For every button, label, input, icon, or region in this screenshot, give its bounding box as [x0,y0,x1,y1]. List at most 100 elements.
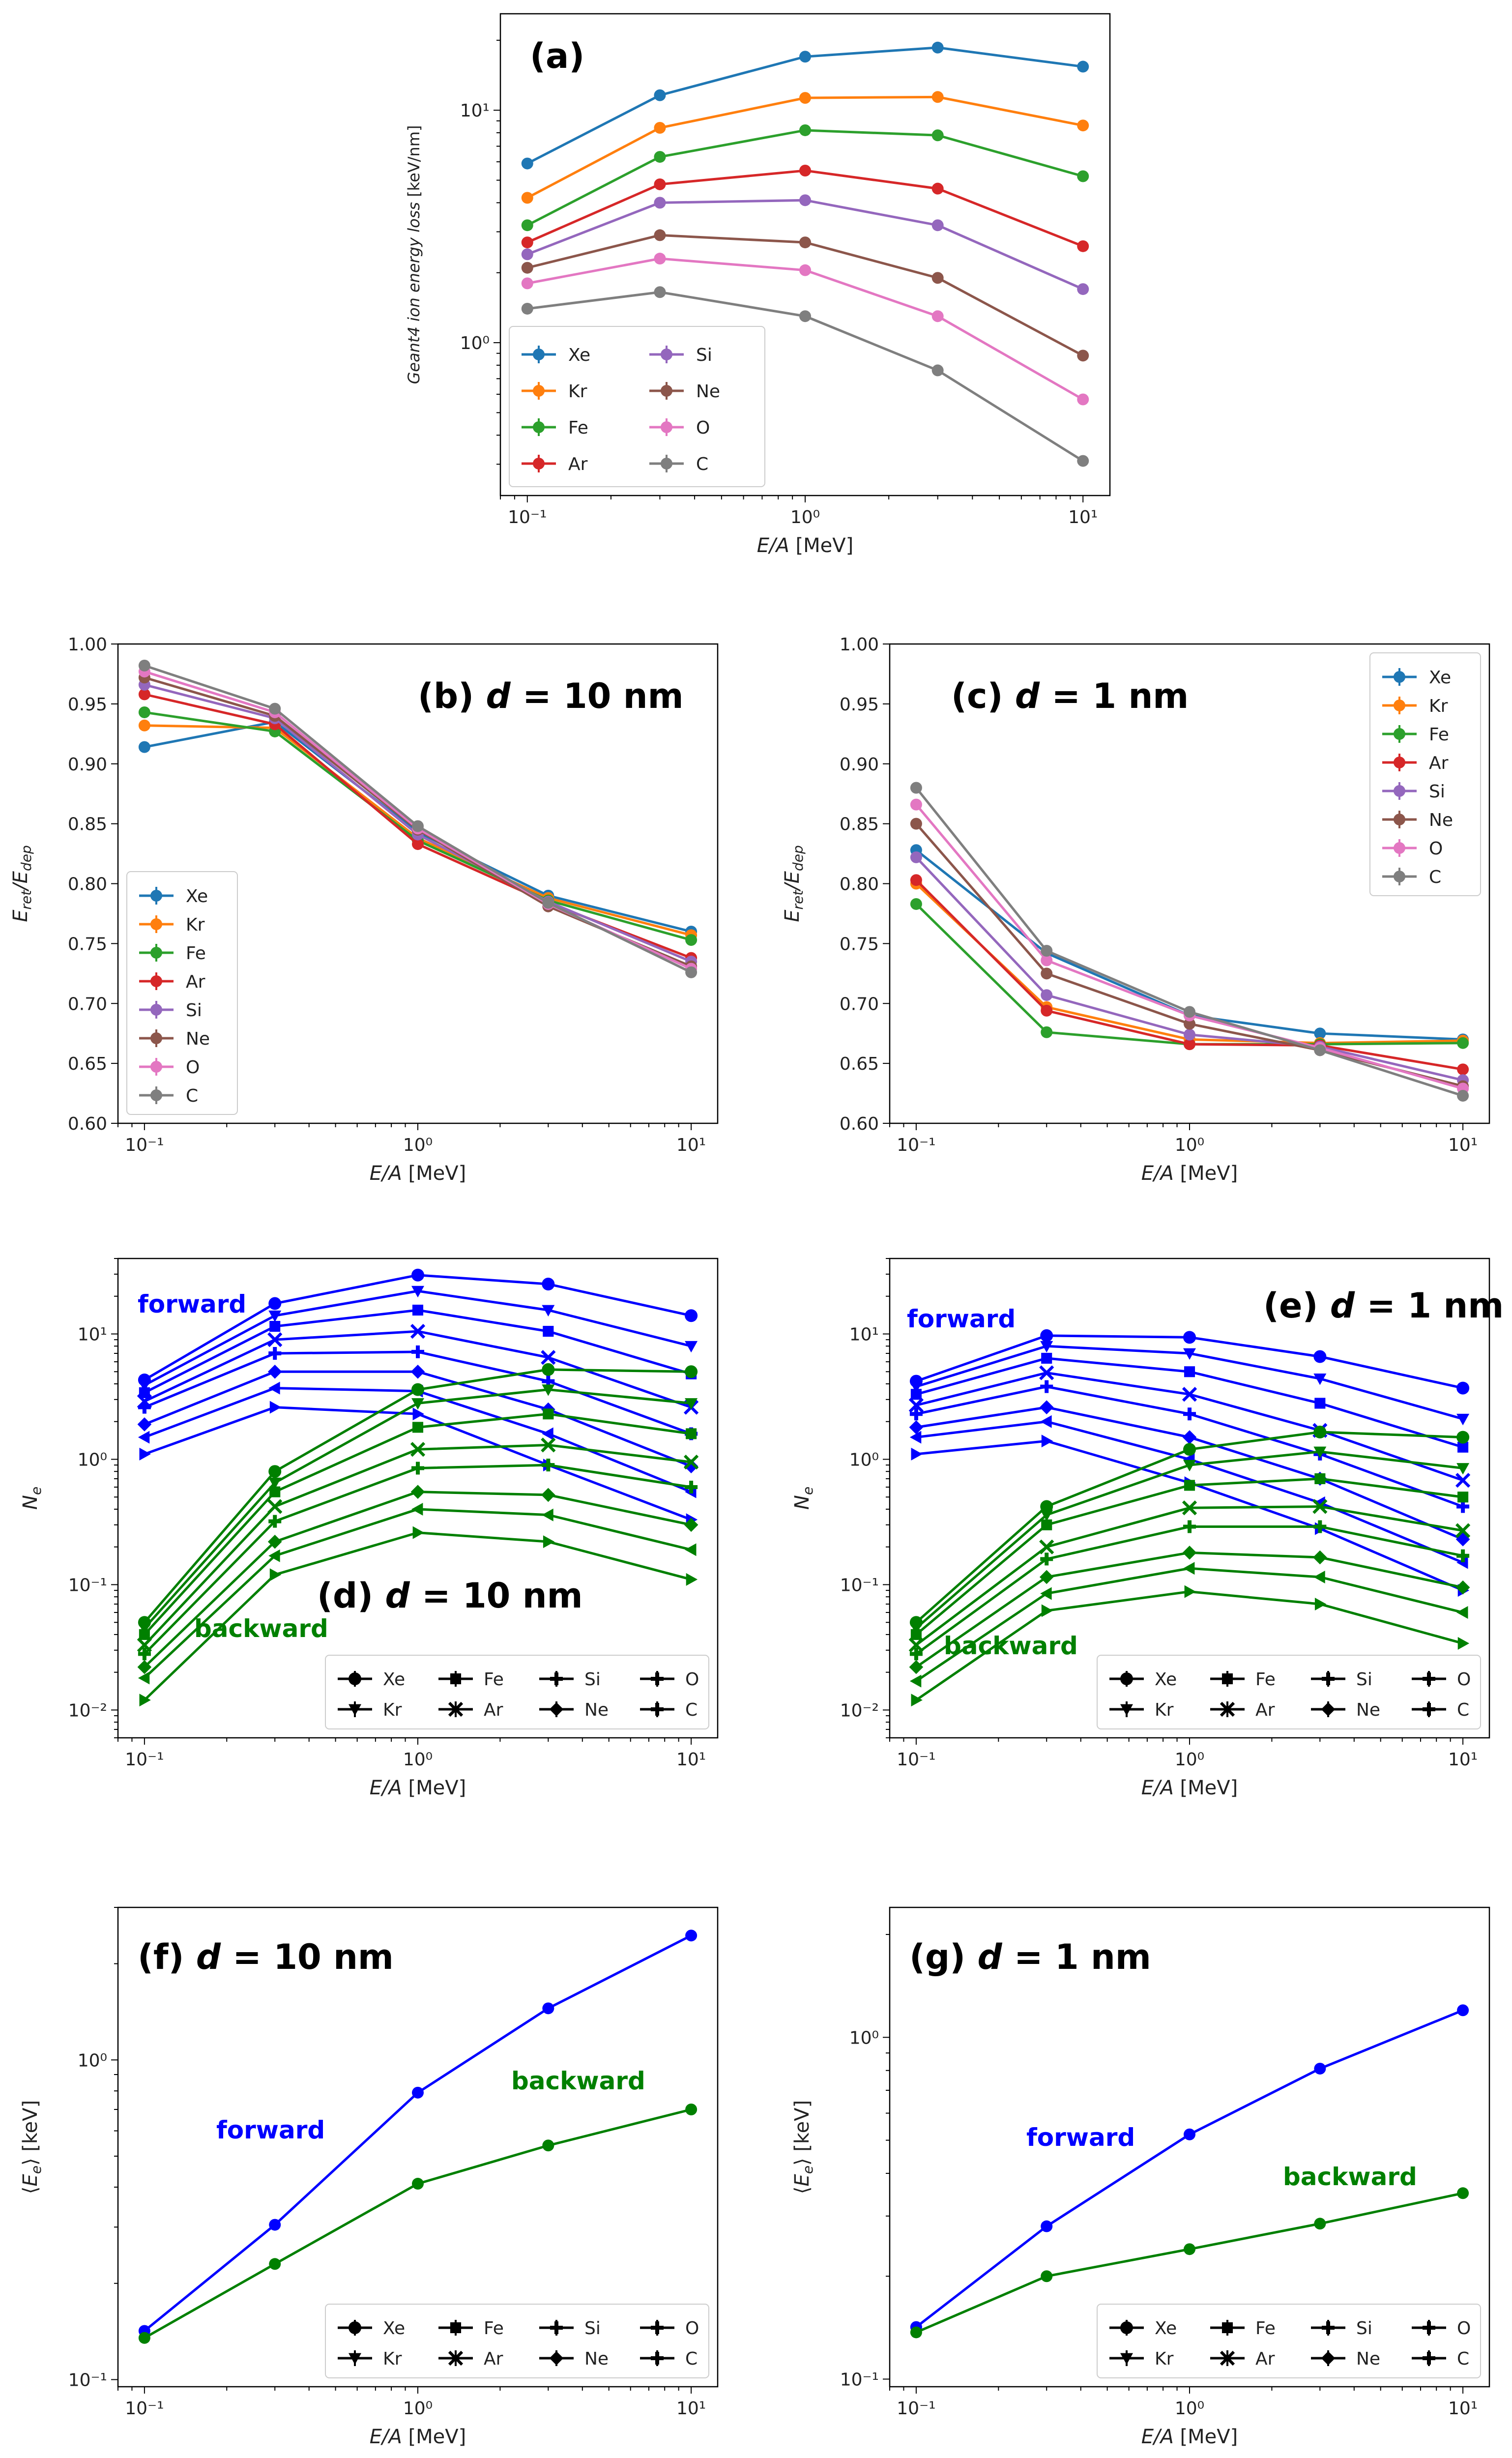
legend-item-c: C [640,2349,698,2369]
legend-label: C [685,1700,698,1720]
data-point [138,706,150,718]
legend: Xe Kr Fe Ar Si Ne OC [1097,1655,1481,1729]
data-point [909,1407,923,1421]
x-tick-label: 10¹ [1448,1750,1478,1770]
plot-area [910,782,1469,1102]
legend-label: Fe [1429,725,1449,745]
data-point [410,1323,426,1339]
data-point [1077,119,1089,132]
data-point [542,1384,555,1396]
data-point [1457,1492,1469,1503]
data-point [686,1573,698,1586]
y-tick-label: 0.95 [68,695,107,715]
legend-label: Ne [1429,810,1453,830]
legend-item-ar: Ar [139,972,205,992]
legend-marker [1120,1672,1133,1685]
legend-item-ne: Ne [1311,2349,1380,2369]
data-point [910,1389,922,1400]
data-point [909,1674,922,1688]
data-point [541,1437,556,1453]
data-point [268,1515,282,1528]
data-point [910,2326,922,2339]
data-point [412,1407,424,1421]
data-point [269,1320,281,1332]
x-tick-label: 10¹ [1068,507,1098,527]
data-point [268,1465,282,1478]
data-point [138,741,150,753]
data-point [1457,2187,1469,2199]
x-tick-label: 10⁻¹ [508,507,547,527]
data-point [931,41,944,54]
data-point [267,1534,282,1549]
data-point [1457,1063,1469,1076]
y-axis-label: ⟨Ee⟩ [keV] [19,2100,44,2194]
legend-item-ne: Ne [539,1700,609,1720]
data-point [910,818,922,830]
data-point [1314,1597,1327,1610]
y-tick-label: 0.90 [68,755,107,775]
data-point [685,934,698,946]
data-point [911,1447,923,1461]
data-point [542,1459,555,1472]
data-point [1455,1580,1470,1595]
data-point [799,194,811,206]
legend-label: Xe [568,345,590,365]
data-point [138,1671,150,1685]
data-point [683,1455,699,1470]
legend-label: Ne [1356,1700,1380,1720]
data-point [1313,1426,1327,1439]
legend-label: Ar [1255,2349,1275,2369]
data-point [1040,1329,1053,1342]
data-point [685,1398,698,1410]
data-point [412,1526,424,1539]
x-tick-label: 10¹ [676,1135,706,1155]
data-point [1314,1027,1326,1040]
legend-label: Fe [186,943,206,964]
data-point [541,1350,556,1365]
data-point [1041,2270,1053,2282]
x-tick-label: 10⁰ [1175,1135,1204,1155]
legend-item-c: C [649,454,708,474]
data-point [1182,1500,1197,1516]
data-point [1184,1585,1196,1598]
legend: Xe Kr Fe Ar Si Ne OC [126,871,238,1115]
data-point [1184,1366,1195,1377]
legend-label: Kr [186,915,205,935]
data-point [1184,2243,1195,2255]
x-axis-label: E/A [MeV] [1141,2426,1238,2448]
x-tick-label: 10⁻¹ [125,1135,164,1155]
data-point [1040,1552,1053,1566]
y-axis-label: Geant4 ion energy loss [keV/nm] [405,125,423,384]
legend-marker [651,2321,664,2334]
data-point [1457,1037,1469,1049]
data-point [139,1447,151,1461]
legend-item-ar: Ar [1210,1700,1275,1720]
legend-marker [1322,2321,1335,2334]
data-point [1040,1380,1053,1393]
legend-marker [150,975,162,987]
plot-area [910,2004,1469,2339]
y-tick-label: 0.85 [840,815,879,835]
data-point [1077,455,1089,467]
legend-label: Kr [568,381,587,402]
data-point [1455,1473,1471,1488]
legend-item-ne: Ne [139,1029,210,1049]
legend-marker [150,947,162,959]
legend-label: Kr [383,1700,402,1720]
data-point [1040,1415,1052,1428]
legend-marker [448,2350,464,2366]
data-point [799,264,811,276]
data-point [1077,283,1089,295]
plot-area [138,659,698,978]
legend-marker [1394,871,1405,882]
legend-item-xe: Xe [338,2318,405,2339]
data-point [1456,1381,1470,1395]
data-point [521,192,533,204]
data-point [685,966,698,978]
x-tick-label: 10⁻¹ [125,2399,164,2419]
panel-title: (b) d = 10 nm [418,676,684,716]
legend-label: C [1429,867,1441,887]
data-point [1039,1539,1054,1554]
data-point [685,1481,698,1494]
legend-label: Ar [186,972,205,992]
